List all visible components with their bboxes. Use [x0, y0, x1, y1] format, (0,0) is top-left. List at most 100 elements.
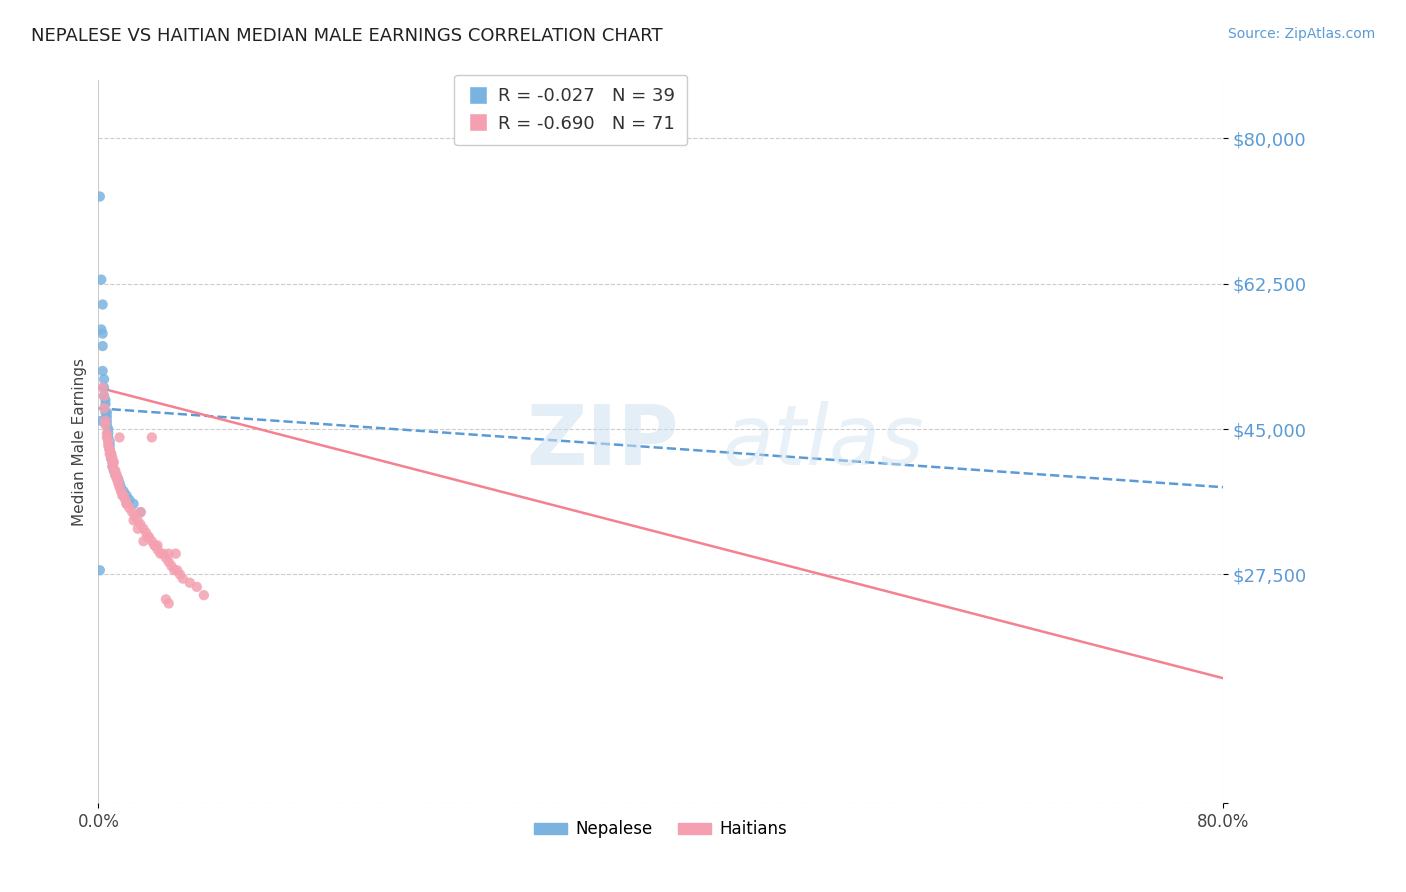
- Point: [129, 505, 152, 519]
- Point: [103, 464, 125, 478]
- Point: [111, 489, 134, 503]
- Point: [96, 426, 118, 441]
- Point: [105, 472, 128, 486]
- Point: [90, 272, 112, 286]
- Point: [127, 513, 149, 527]
- Point: [103, 464, 125, 478]
- Point: [96, 417, 118, 432]
- Point: [90, 414, 112, 428]
- Point: [94, 397, 117, 411]
- Point: [93, 389, 115, 403]
- Point: [141, 430, 163, 444]
- Point: [129, 517, 152, 532]
- Point: [91, 297, 114, 311]
- Y-axis label: Median Male Earnings: Median Male Earnings: [72, 358, 87, 525]
- Point: [132, 534, 155, 549]
- Point: [112, 489, 135, 503]
- Point: [108, 430, 131, 444]
- Point: [100, 447, 122, 461]
- Point: [157, 597, 180, 611]
- Point: [143, 538, 166, 552]
- Point: [96, 414, 118, 428]
- Point: [122, 513, 145, 527]
- Point: [93, 389, 115, 403]
- Point: [107, 476, 129, 491]
- Point: [107, 472, 129, 486]
- Point: [104, 467, 127, 482]
- Text: Source: ZipAtlas.com: Source: ZipAtlas.com: [1227, 27, 1375, 41]
- Point: [193, 588, 215, 602]
- Point: [110, 484, 132, 499]
- Point: [157, 555, 180, 569]
- Point: [135, 525, 157, 540]
- Point: [91, 326, 114, 341]
- Point: [97, 439, 120, 453]
- Point: [136, 530, 159, 544]
- Point: [101, 459, 124, 474]
- Point: [104, 467, 127, 482]
- Point: [166, 563, 188, 577]
- Point: [146, 538, 169, 552]
- Point: [101, 455, 124, 469]
- Point: [108, 480, 131, 494]
- Point: [179, 575, 201, 590]
- Text: NEPALESE VS HAITIAN MEDIAN MALE EARNINGS CORRELATION CHART: NEPALESE VS HAITIAN MEDIAN MALE EARNINGS…: [31, 27, 662, 45]
- Point: [93, 372, 115, 386]
- Point: [96, 405, 118, 419]
- Point: [98, 442, 121, 457]
- Point: [127, 522, 149, 536]
- Point: [165, 547, 187, 561]
- Point: [98, 442, 121, 457]
- Point: [97, 426, 120, 441]
- Point: [118, 492, 141, 507]
- Point: [101, 455, 124, 469]
- Legend: Nepalese, Haitians: Nepalese, Haitians: [527, 814, 794, 845]
- Point: [97, 434, 120, 449]
- Point: [91, 339, 114, 353]
- Point: [98, 442, 121, 457]
- Point: [115, 497, 138, 511]
- Point: [91, 364, 114, 378]
- Point: [149, 547, 172, 561]
- Point: [101, 451, 124, 466]
- Point: [141, 534, 163, 549]
- Point: [100, 447, 122, 461]
- Point: [104, 464, 127, 478]
- Point: [93, 401, 115, 416]
- Point: [98, 434, 121, 449]
- Text: atlas: atlas: [723, 401, 924, 482]
- Point: [94, 392, 117, 407]
- Point: [118, 500, 141, 515]
- Point: [155, 550, 177, 565]
- Point: [91, 380, 114, 394]
- Point: [94, 417, 117, 432]
- Point: [93, 380, 115, 394]
- Point: [152, 547, 174, 561]
- Point: [89, 563, 111, 577]
- Point: [103, 455, 125, 469]
- Point: [186, 580, 208, 594]
- Point: [172, 572, 194, 586]
- Point: [138, 530, 160, 544]
- Point: [155, 592, 177, 607]
- Point: [146, 542, 169, 557]
- Point: [112, 484, 135, 499]
- Point: [94, 405, 117, 419]
- Point: [169, 567, 191, 582]
- Point: [97, 434, 120, 449]
- Point: [115, 497, 138, 511]
- Text: ZIP: ZIP: [526, 401, 678, 482]
- Point: [114, 492, 136, 507]
- Point: [163, 563, 186, 577]
- Point: [98, 439, 121, 453]
- Point: [100, 451, 122, 466]
- Point: [122, 497, 145, 511]
- Point: [100, 451, 122, 466]
- Point: [121, 505, 143, 519]
- Point: [97, 422, 120, 436]
- Point: [157, 547, 180, 561]
- Point: [100, 447, 122, 461]
- Point: [105, 467, 128, 482]
- Point: [160, 559, 183, 574]
- Point: [107, 472, 129, 486]
